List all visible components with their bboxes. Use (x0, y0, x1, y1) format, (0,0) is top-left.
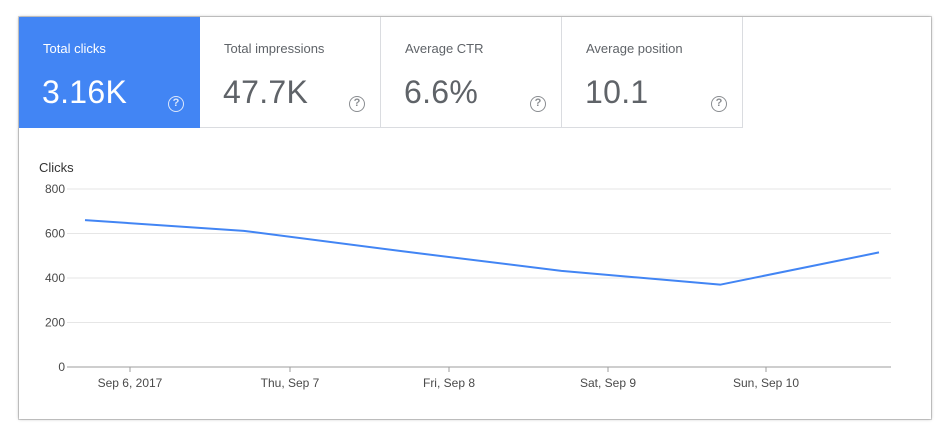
metric-tiles: Total clicks 3.16K ? Total impressions 4… (19, 17, 743, 128)
clicks-series-line[interactable] (84, 219, 880, 286)
y-tick-label: 800 (45, 182, 65, 196)
tile-label: Average CTR (405, 41, 484, 56)
chart-title: Clicks (39, 160, 74, 175)
y-tick-label: 400 (45, 271, 65, 285)
help-icon[interactable]: ? (711, 96, 727, 112)
tile-value: 6.6% (404, 74, 479, 110)
tile-total-impressions[interactable]: Total impressions 47.7K ? (200, 17, 381, 128)
help-icon[interactable]: ? (168, 96, 184, 112)
tile-average-ctr[interactable]: Average CTR 6.6% ? (381, 17, 562, 128)
y-axis-ticks: 0 200 400 600 800 (45, 182, 65, 374)
x-axis-ticks: Sep 6, 2017 Thu, Sep 7 Fri, Sep 8 Sat, Sep … (98, 367, 799, 390)
series-layer (82, 217, 882, 288)
tile-total-clicks[interactable]: Total clicks 3.16K ? (19, 17, 200, 128)
tile-value: 10.1 (585, 74, 649, 110)
data-point[interactable] (82, 217, 88, 223)
x-tick-label: Sep 6, 2017 (98, 376, 163, 390)
performance-card: Total clicks 3.16K ? Total impressions 4… (19, 17, 931, 419)
x-tick-label: Fri, Sep 8 (423, 376, 475, 390)
tile-label: Total impressions (224, 41, 325, 56)
help-icon[interactable]: ? (530, 96, 546, 112)
x-tick-label: Sat, Sep 9 (580, 376, 636, 390)
y-tick-label: 0 (58, 360, 65, 374)
tile-label: Average position (586, 41, 683, 56)
data-point[interactable] (400, 248, 406, 254)
tile-label: Total clicks (43, 41, 106, 56)
tile-value: 47.7K (223, 74, 309, 110)
data-point[interactable] (717, 282, 723, 288)
y-tick-label: 600 (45, 227, 65, 241)
y-tick-label: 200 (45, 316, 65, 330)
gridlines (67, 188, 891, 368)
data-point[interactable] (558, 268, 564, 274)
x-tick-label: Sun, Sep 10 (733, 376, 799, 390)
x-tick-label: Thu, Sep 7 (261, 376, 320, 390)
clicks-chart: Clicks 0 200 400 600 800 Sep 6, 2017 Thu, Sep… (39, 160, 891, 390)
tile-value: 3.16K (42, 74, 128, 110)
data-point[interactable] (876, 249, 882, 255)
help-icon[interactable]: ? (349, 96, 365, 112)
tile-average-position[interactable]: Average position 10.1 ? (562, 17, 743, 128)
data-point[interactable] (241, 228, 247, 234)
